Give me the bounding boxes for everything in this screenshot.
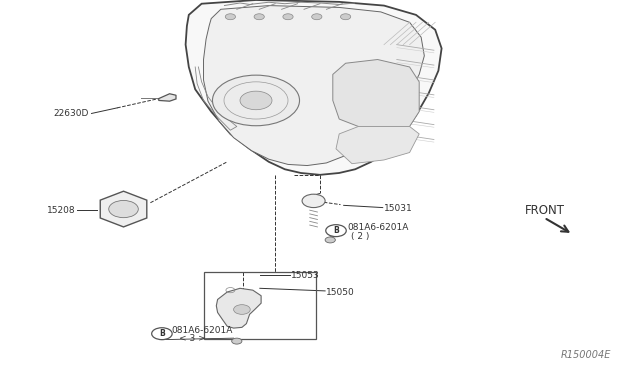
Text: 15031: 15031 bbox=[384, 204, 413, 213]
Text: FRONT: FRONT bbox=[525, 204, 564, 217]
Polygon shape bbox=[100, 191, 147, 227]
Text: 081A6-6201A: 081A6-6201A bbox=[172, 326, 233, 335]
Bar bbox=[204, 272, 316, 339]
Polygon shape bbox=[159, 94, 176, 101]
Circle shape bbox=[234, 305, 250, 314]
Text: 081A6-6201A: 081A6-6201A bbox=[347, 223, 408, 232]
Circle shape bbox=[340, 14, 351, 20]
Circle shape bbox=[312, 14, 322, 20]
Polygon shape bbox=[186, 0, 442, 175]
Circle shape bbox=[325, 237, 335, 243]
Circle shape bbox=[302, 194, 325, 208]
Text: B: B bbox=[333, 226, 339, 235]
Circle shape bbox=[283, 14, 293, 20]
Text: 22630D: 22630D bbox=[53, 109, 88, 118]
Text: B: B bbox=[159, 329, 164, 338]
Polygon shape bbox=[333, 60, 419, 126]
Circle shape bbox=[254, 14, 264, 20]
Text: 15050: 15050 bbox=[326, 288, 355, 296]
Circle shape bbox=[225, 14, 236, 20]
Circle shape bbox=[109, 201, 138, 218]
Circle shape bbox=[212, 75, 300, 126]
Text: 15053: 15053 bbox=[291, 271, 320, 280]
Circle shape bbox=[240, 91, 272, 110]
Circle shape bbox=[152, 328, 172, 340]
Text: < 3 >: < 3 > bbox=[179, 334, 206, 343]
Polygon shape bbox=[216, 288, 261, 328]
Polygon shape bbox=[336, 126, 419, 164]
Text: 15208: 15208 bbox=[47, 206, 76, 215]
Circle shape bbox=[326, 225, 346, 237]
Circle shape bbox=[232, 338, 242, 344]
Text: ( 2 ): ( 2 ) bbox=[351, 232, 369, 241]
Text: R150004E: R150004E bbox=[561, 350, 611, 360]
Polygon shape bbox=[204, 6, 424, 166]
